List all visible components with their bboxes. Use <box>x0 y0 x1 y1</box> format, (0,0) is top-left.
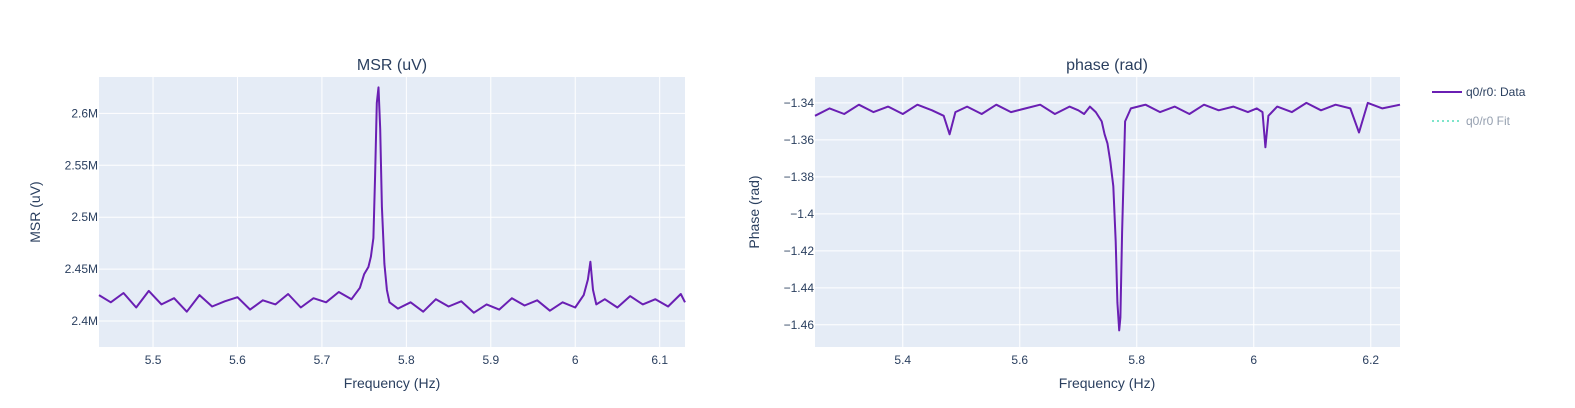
msr-plot-area <box>99 77 685 347</box>
msr-x-tick-label: 6 <box>572 353 579 367</box>
msr-x-tick-label: 5.6 <box>229 353 246 367</box>
msr-y-tick-label: 2.55M <box>65 158 98 172</box>
msr-series <box>98 86 686 314</box>
phase-data-line <box>814 101 1401 332</box>
msr-x-tick-label: 5.7 <box>314 353 331 367</box>
legend-item-fit[interactable]: q0/r0 Fit <box>1432 114 1511 128</box>
phase-plot-area <box>815 77 1400 347</box>
msr-y-tick-label: 2.5M <box>71 210 98 224</box>
msr-x-ticks: 5.5 5.6 5.7 5.8 5.9 6 6.1 <box>145 353 669 367</box>
phase-series <box>814 101 1401 332</box>
msr-grid <box>99 77 685 347</box>
phase-y-tick-label: −1.34 <box>784 96 815 110</box>
phase-y-ticks: −1.34 −1.36 −1.38 −1.4 −1.42 −1.44 −1.46 <box>784 96 815 332</box>
msr-x-tick-label: 5.5 <box>145 353 162 367</box>
phase-y-tick-label: −1.38 <box>784 170 815 184</box>
msr-x-tick-label: 5.8 <box>398 353 415 367</box>
phase-y-tick-label: −1.44 <box>784 281 815 295</box>
phase-grid <box>815 77 1400 347</box>
legend-fit-label: q0/r0 Fit <box>1466 114 1511 128</box>
msr-y-axis-label: MSR (uV) <box>27 181 43 242</box>
phase-y-tick-label: −1.46 <box>784 318 815 332</box>
phase-x-axis-label: Frequency (Hz) <box>1059 375 1155 391</box>
msr-x-axis-label: Frequency (Hz) <box>344 375 440 391</box>
legend-data-label: q0/r0: Data <box>1466 85 1526 99</box>
legend-item-data[interactable]: q0/r0: Data <box>1432 85 1526 99</box>
msr-y-tick-label: 2.45M <box>65 262 98 276</box>
phase-y-tick-label: −1.42 <box>784 244 815 258</box>
phase-y-tick-label: −1.36 <box>784 133 815 147</box>
msr-x-tick-label: 6.1 <box>651 353 668 367</box>
msr-chart-title: MSR (uV) <box>357 57 427 74</box>
phase-y-tick-label: −1.4 <box>790 207 814 221</box>
phase-x-tick-label: 5.4 <box>894 353 911 367</box>
phase-chart: 5.4 5.6 5.8 6 6.2 −1.34−1.36−1.38−1.4−1.42−1… <box>746 57 1401 391</box>
msr-y-tick-label: 2.4M <box>71 314 98 328</box>
phase-x-tick-label: 6.2 <box>1362 353 1379 367</box>
msr-y-ticks: 2.4M 2.45M 2.5M 2.55M 2.6M <box>65 106 98 328</box>
phase-x-tick-label: 5.8 <box>1128 353 1145 367</box>
phase-y-axis-label: Phase (rad) <box>746 175 762 248</box>
msr-chart: 5.5 5.6 5.7 5.8 5.9 6 6.1 2.4M2.45M2.5M2.55M2.… <box>27 57 686 391</box>
legend[interactable]: q0/r0: Data q0/r0 Fit <box>1432 85 1526 128</box>
msr-x-tick-label: 5.9 <box>482 353 499 367</box>
phase-x-tick-label: 6 <box>1250 353 1257 367</box>
phase-x-tick-label: 5.6 <box>1011 353 1028 367</box>
msr-y-tick-label: 2.6M <box>71 106 98 120</box>
phase-chart-title: phase (rad) <box>1066 57 1148 74</box>
phase-x-ticks: 5.4 5.6 5.8 6 6.2 <box>894 353 1379 367</box>
msr-data-line <box>98 86 686 314</box>
